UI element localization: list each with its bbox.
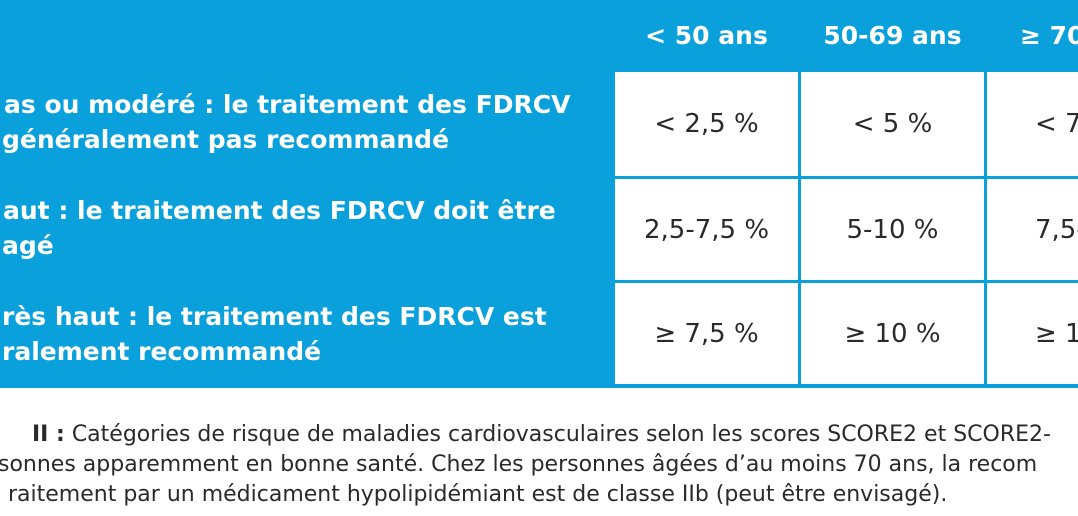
cell-very-high-under-50: ≥ 7,5 % <box>615 283 798 384</box>
cell-high-50-69: 5-10 % <box>801 179 984 280</box>
cell-very-high-70-plus: ≥ 1 <box>987 283 1078 384</box>
row-label-moderate: as ou modéré : le traitement des FDRCV g… <box>0 72 612 172</box>
cell-high-70-plus: 7,5- <box>987 179 1078 280</box>
row-label-high: aut : le traitement des FDRCV doit être … <box>0 178 612 278</box>
cell-moderate-under-50: < 2,5 % <box>615 72 798 176</box>
row-label-line: ralement recommandé <box>2 337 322 366</box>
header-50-69: 50-69 ans <box>823 20 962 50</box>
row-label-very-high: rès haut : le traitement des FDRCV est r… <box>0 284 612 384</box>
caption-line: raitement par un médicament hypolipidémi… <box>8 482 948 507</box>
row-label-line: rès haut : le traitement des FDRCV est <box>2 302 547 331</box>
header-70-plus: ≥ 70 <box>1020 20 1078 50</box>
caption-lead: II : <box>32 422 65 447</box>
row-label-line: aut : le traitement des FDRCV doit être <box>3 196 556 225</box>
caption-line1-text: Catégories de risque de maladies cardiov… <box>64 422 1051 447</box>
cell-moderate-70-plus: < 7 <box>987 72 1078 176</box>
header-under-50: < 50 ans <box>645 20 768 50</box>
row-label-line: généralement pas recommandé <box>2 125 450 154</box>
row-label-line: as ou modéré : le traitement des FDRCV <box>4 90 571 119</box>
cell-high-under-50: 2,5-7,5 % <box>615 179 798 280</box>
row-label-line: agé <box>2 231 54 260</box>
caption-line: II : Catégories de risque de maladies ca… <box>32 420 1078 450</box>
header-empty-cell <box>0 0 612 70</box>
table-caption: II : Catégories de risque de maladies ca… <box>0 420 1078 510</box>
risk-table: < 50 ans 50-69 ans ≥ 70 as ou modéré : l… <box>0 0 1078 388</box>
caption-line: sonnes apparemment en bonne santé. Chez … <box>0 452 1038 477</box>
cell-moderate-50-69: < 5 % <box>801 72 984 176</box>
cell-very-high-50-69: ≥ 10 % <box>801 283 984 384</box>
